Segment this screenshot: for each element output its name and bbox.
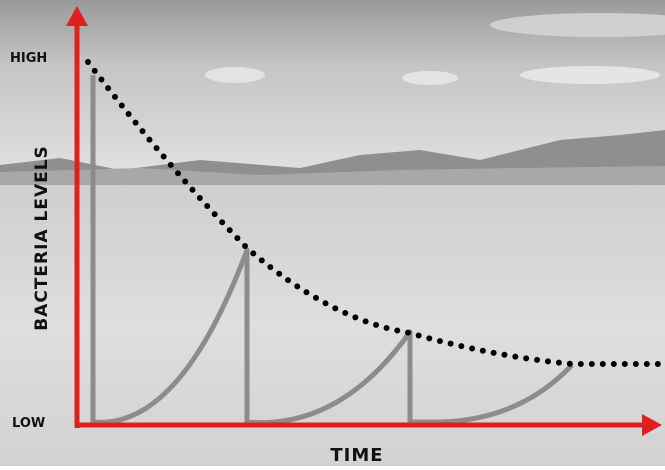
bacteria-level-curve <box>90 75 574 426</box>
y-axis-label: BACTERIA LEVELS <box>32 145 52 331</box>
x-axis-label: TIME <box>330 445 383 466</box>
x-arrow <box>642 414 662 436</box>
dotted-peak-curve <box>85 59 665 367</box>
y-arrow <box>66 6 88 26</box>
low-label: LOW <box>12 416 45 431</box>
axes <box>66 6 662 436</box>
high-label: HIGH <box>10 51 47 66</box>
